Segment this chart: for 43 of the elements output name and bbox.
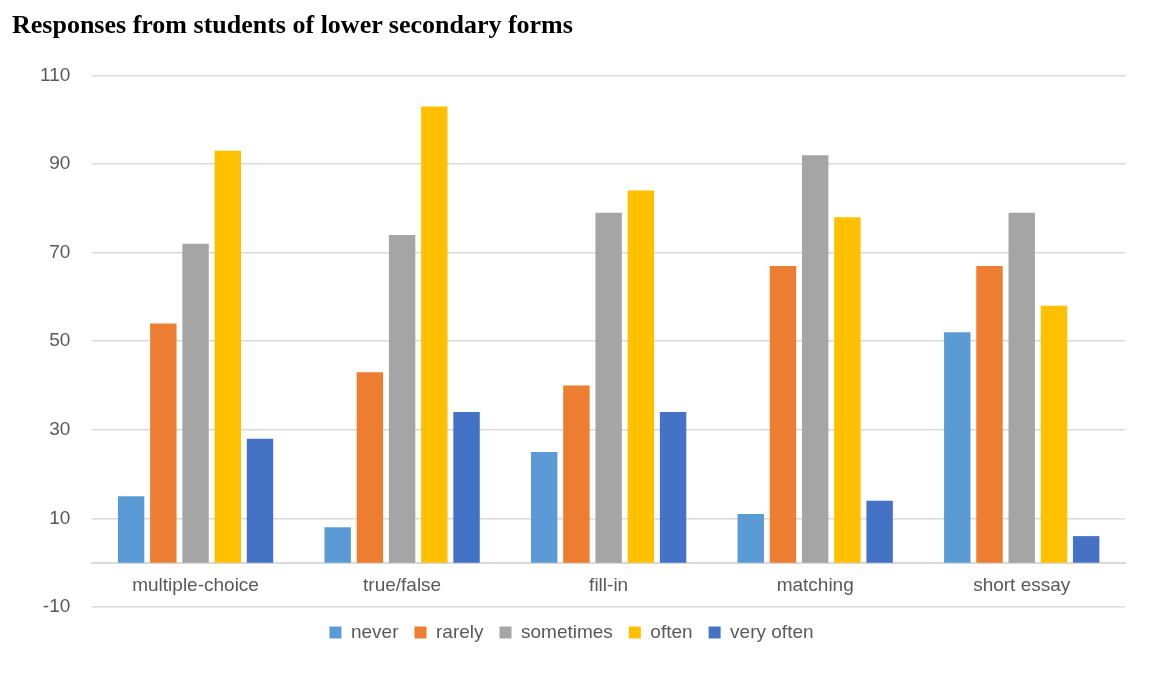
bar bbox=[182, 243, 209, 563]
bar bbox=[801, 155, 829, 563]
x-tick-label: multiple-choice bbox=[132, 574, 259, 596]
y-tick-label: 70 bbox=[49, 240, 71, 262]
bar bbox=[150, 323, 177, 563]
y-tick-label: -10 bbox=[42, 595, 71, 617]
bar bbox=[324, 527, 351, 563]
legend-label: rarely bbox=[435, 620, 484, 642]
x-tick-label: matching bbox=[776, 574, 854, 596]
bar bbox=[769, 265, 797, 563]
bar bbox=[530, 451, 558, 563]
y-tick-label: 50 bbox=[49, 329, 71, 351]
bar bbox=[421, 106, 448, 563]
bar bbox=[976, 265, 1003, 563]
bar bbox=[627, 190, 655, 563]
bar bbox=[1072, 536, 1100, 563]
bar bbox=[117, 496, 145, 563]
y-tick-label: 90 bbox=[49, 152, 71, 174]
bar bbox=[1040, 305, 1068, 563]
legend-label: never bbox=[350, 620, 400, 642]
bar bbox=[453, 412, 480, 563]
x-tick-label: true/false bbox=[363, 574, 442, 596]
bar bbox=[737, 513, 764, 563]
bar bbox=[214, 150, 241, 563]
bar bbox=[388, 234, 416, 563]
x-tick-label: fill-in bbox=[589, 574, 629, 596]
bar bbox=[659, 412, 687, 563]
bar bbox=[1008, 212, 1035, 563]
legend-label: very often bbox=[730, 620, 814, 642]
bar bbox=[944, 332, 971, 563]
chart-title: Responses from students of lower secondary forms bbox=[11, 9, 574, 41]
y-tick-label: 10 bbox=[49, 506, 71, 528]
bar bbox=[563, 385, 590, 563]
x-tick-label: short essay bbox=[973, 574, 1071, 596]
y-tick-label: 110 bbox=[39, 63, 71, 85]
bar bbox=[595, 212, 622, 563]
bar bbox=[866, 500, 893, 563]
bar bbox=[356, 372, 384, 563]
legend-label: often bbox=[650, 620, 693, 642]
bar bbox=[834, 217, 861, 563]
y-tick-label: 30 bbox=[49, 418, 71, 440]
legend-label: sometimes bbox=[521, 620, 613, 642]
bar bbox=[246, 438, 274, 563]
